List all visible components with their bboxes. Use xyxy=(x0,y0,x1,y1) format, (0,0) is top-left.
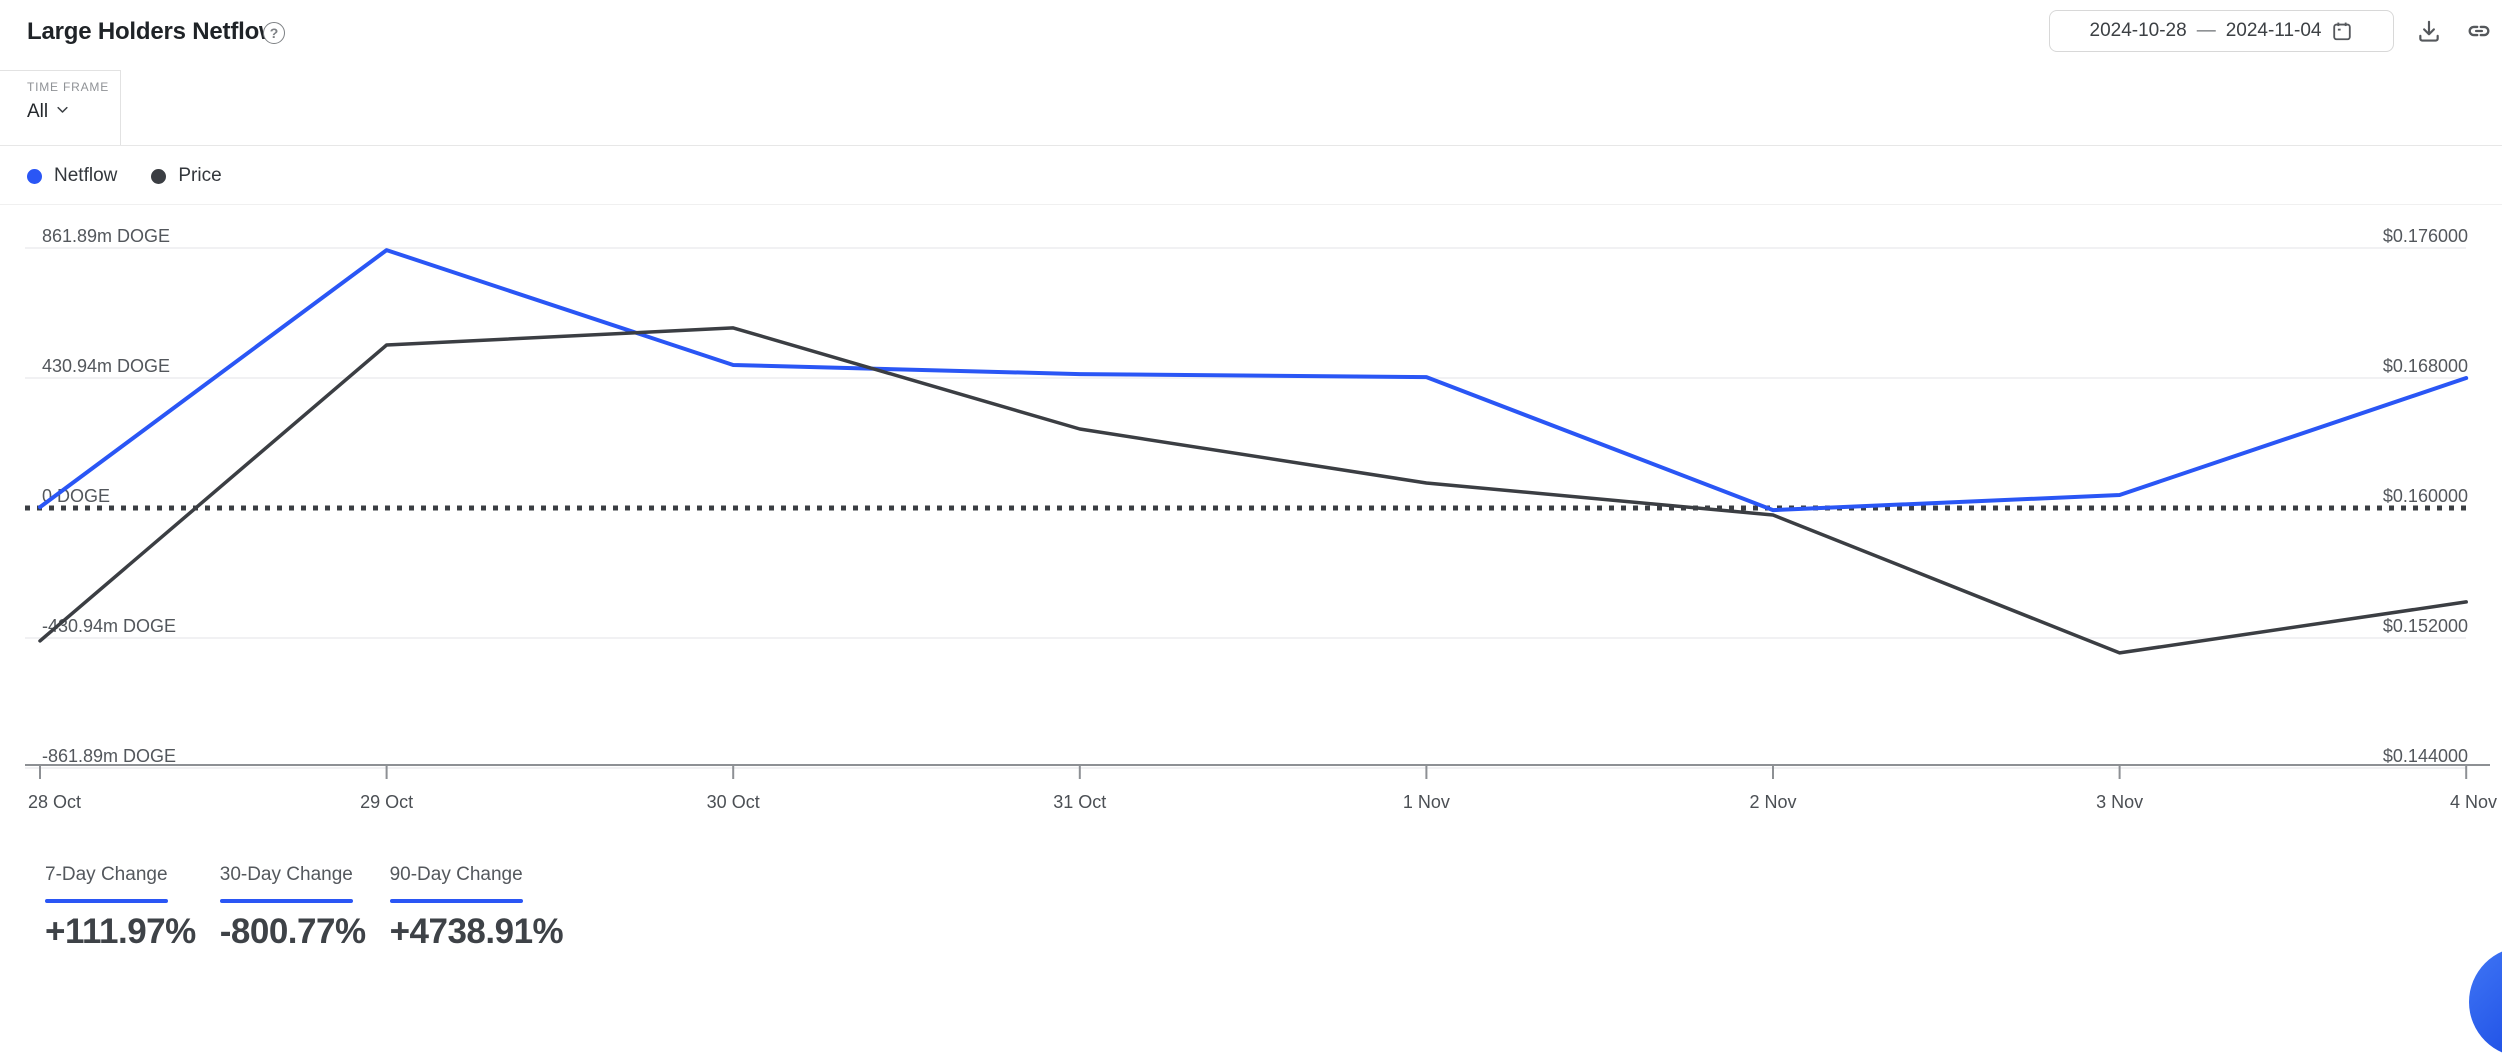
price-dot-icon xyxy=(151,168,167,184)
stat-underline xyxy=(45,899,168,903)
svg-text:$0.152000: $0.152000 xyxy=(2383,616,2468,636)
date-start: 2024-10-28 xyxy=(2089,20,2187,41)
svg-text:$0.160000: $0.160000 xyxy=(2383,486,2468,506)
svg-text:4 Nov: 4 Nov xyxy=(2450,792,2497,812)
svg-text:430.94m DOGE: 430.94m DOGE xyxy=(42,356,170,376)
change-stats: 7-Day Change +111.97% 30-Day Change -800… xyxy=(45,863,564,952)
legend-divider xyxy=(0,204,2502,205)
stat-90-day: 90-Day Change +4738.91% xyxy=(389,863,564,952)
svg-text:$0.168000: $0.168000 xyxy=(2383,356,2468,376)
help-icon[interactable]: ? xyxy=(263,22,285,44)
stat-value: -800.77% xyxy=(219,912,366,951)
toolbar-top-border xyxy=(0,70,120,71)
svg-text:28 Oct: 28 Oct xyxy=(28,792,81,812)
stat-label: 7-Day Change xyxy=(45,864,168,885)
download-icon xyxy=(2416,18,2442,44)
svg-text:$0.176000: $0.176000 xyxy=(2383,226,2468,246)
stat-7-day: 7-Day Change +111.97% xyxy=(45,863,196,952)
header-divider xyxy=(0,145,2502,146)
netflow-price-chart[interactable]: 861.89m DOGE $0.176000 430.94m DOGE $0.1680… xyxy=(0,0,2502,954)
question-mark: ? xyxy=(269,25,279,41)
time-frame-value: All xyxy=(27,101,49,122)
chart-legend: Netflow Price xyxy=(27,161,222,191)
legend-item-price[interactable]: Price xyxy=(151,165,222,187)
stat-value: +111.97% xyxy=(45,912,196,951)
svg-text:3 Nov: 3 Nov xyxy=(2096,792,2143,812)
chevron-down-icon xyxy=(55,101,70,123)
svg-text:-861.89m DOGE: -861.89m DOGE xyxy=(42,746,176,766)
stat-value: +4738.91% xyxy=(389,912,564,951)
legend-item-netflow[interactable]: Netflow xyxy=(27,165,117,187)
stat-30-day: 30-Day Change -800.77% xyxy=(219,863,366,952)
link-icon xyxy=(2465,17,2493,45)
svg-text:2 Nov: 2 Nov xyxy=(1749,792,1796,812)
stat-label: 90-Day Change xyxy=(389,864,523,885)
svg-text:$0.144000: $0.144000 xyxy=(2383,746,2468,766)
page-title: Large Holders Netflow xyxy=(27,18,278,45)
calendar-icon xyxy=(2331,20,2353,42)
date-separator: — xyxy=(2196,20,2216,41)
stat-underline xyxy=(219,899,353,903)
legend-label: Price xyxy=(178,165,222,186)
time-frame-dropdown[interactable]: All xyxy=(27,101,70,123)
svg-text:1 Nov: 1 Nov xyxy=(1403,792,1450,812)
netflow-dot-icon xyxy=(27,168,42,184)
date-range-picker[interactable]: 2024-10-28 — 2024-11-04 xyxy=(2049,10,2394,52)
share-link-button[interactable] xyxy=(2462,14,2496,48)
download-button[interactable] xyxy=(2412,14,2446,48)
stat-underline xyxy=(389,899,523,903)
svg-text:29 Oct: 29 Oct xyxy=(360,792,413,812)
svg-text:31 Oct: 31 Oct xyxy=(1053,792,1106,812)
chat-launcher-button[interactable] xyxy=(2469,947,2502,1057)
date-end: 2024-11-04 xyxy=(2225,20,2322,41)
svg-text:861.89m DOGE: 861.89m DOGE xyxy=(42,226,170,246)
time-frame-label: TIME FRAME xyxy=(27,80,109,94)
toolbar-divider xyxy=(120,70,121,146)
legend-label: Netflow xyxy=(54,165,118,186)
svg-text:-430.94m DOGE: -430.94m DOGE xyxy=(42,616,176,636)
stat-label: 30-Day Change xyxy=(219,864,353,885)
svg-text:30 Oct: 30 Oct xyxy=(707,792,760,812)
